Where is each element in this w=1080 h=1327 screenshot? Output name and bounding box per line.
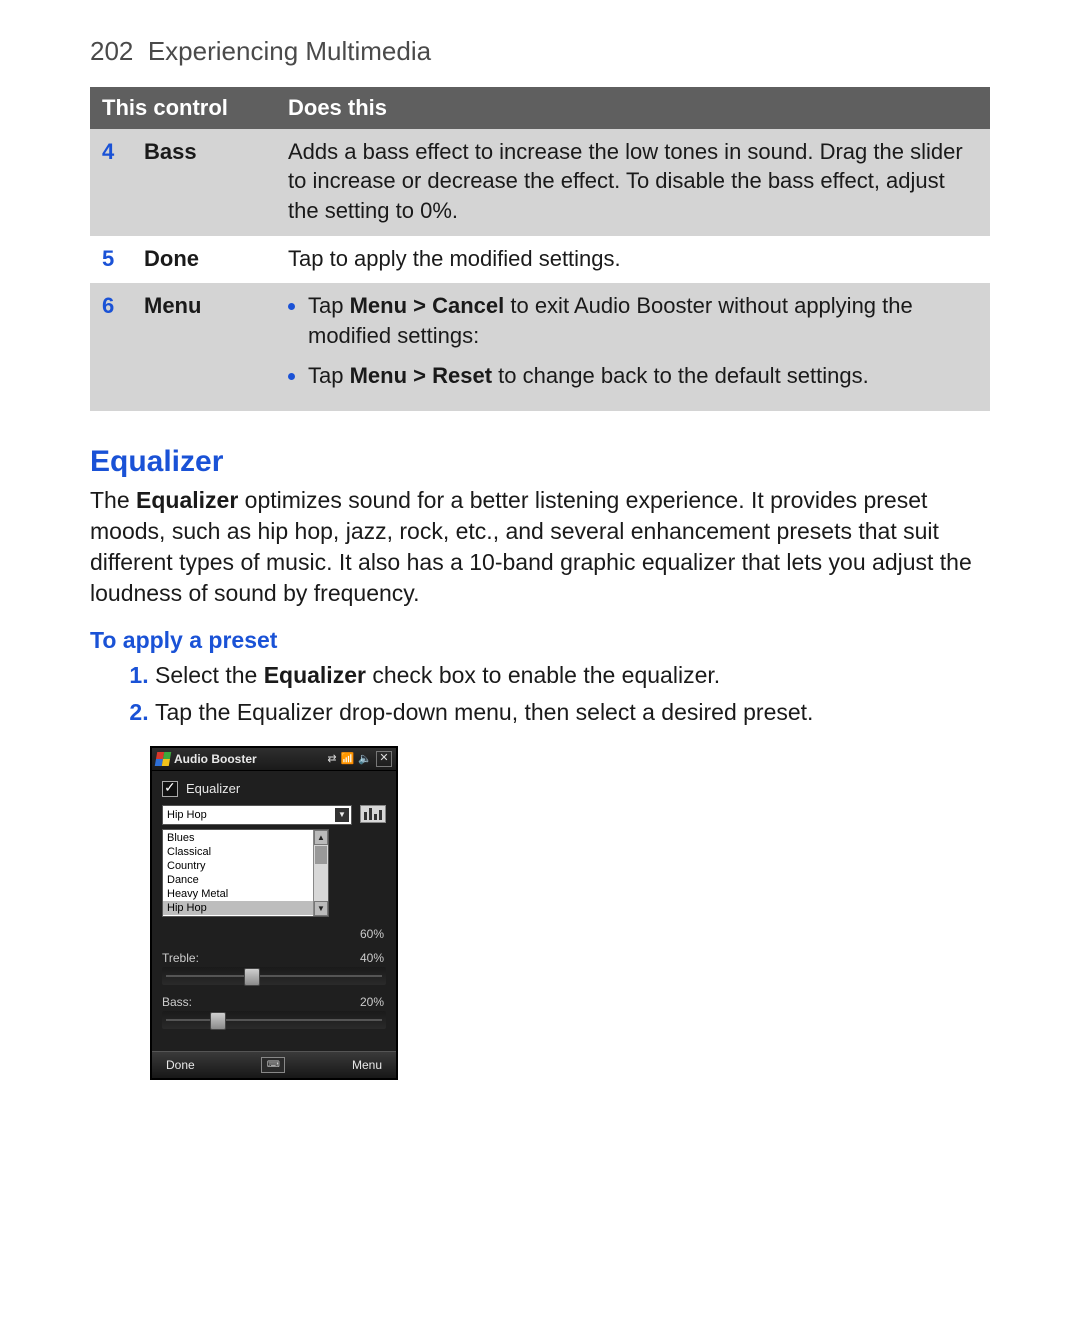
preset-list-item[interactable]: Hip Hop (163, 901, 328, 915)
control-description: Adds a bass effect to increase the low t… (276, 129, 990, 236)
scroll-down-button[interactable]: ▼ (314, 901, 328, 916)
preset-list-item[interactable]: Blues (163, 831, 328, 845)
controls-table: This control Does this 4BassAdds a bass … (90, 87, 990, 411)
row-number: 4 (90, 129, 132, 236)
control-name: Done (132, 236, 276, 284)
preset-listbox[interactable]: BluesClassicalCountryDanceHeavy MetalHip… (162, 829, 329, 917)
treble-slider-thumb[interactable] (244, 968, 260, 986)
bass-slider[interactable] (162, 1011, 386, 1029)
col-does-this: Does this (276, 87, 990, 129)
equalizer-bands-button[interactable] (360, 805, 386, 823)
treble-slider[interactable] (162, 967, 386, 985)
step-item: Select the Equalizer check box to enable… (155, 660, 990, 691)
step-item: Tap the Equalizer drop-down menu, then s… (155, 697, 990, 728)
bass-value: 20% (360, 995, 384, 1009)
col-this-control: This control (90, 87, 276, 129)
close-button[interactable]: ✕ (376, 751, 392, 767)
manual-page: 202 Experiencing Multimedia This control… (0, 0, 1080, 1327)
table-row: 6Menu Tap Menu > Cancel to exit Audio Boo… (90, 283, 990, 410)
chapter-title: Experiencing Multimedia (148, 36, 431, 66)
slider1-value: 60% (360, 927, 384, 941)
audio-booster-screenshot: Audio Booster ⇄ 📶 🔈 ✕ Equalizer Hip Hop … (150, 746, 398, 1080)
app-title: Audio Booster (174, 752, 327, 766)
softkey-menu[interactable]: Menu (352, 1058, 382, 1072)
equalizer-description: The Equalizer optimizes sound for a bett… (90, 485, 990, 609)
row-number: 5 (90, 236, 132, 284)
keyboard-icon[interactable]: ⌨ (261, 1057, 285, 1073)
softkey-done[interactable]: Done (166, 1058, 195, 1072)
volume-icon: 🔈 (358, 752, 372, 765)
control-description: Tap to apply the modified settings. (276, 236, 990, 284)
bass-label: Bass: (162, 995, 192, 1009)
preset-list-item[interactable]: Dance (163, 873, 328, 887)
chevron-down-icon: ▼ (335, 808, 349, 822)
preset-list-item[interactable]: Heavy Metal (163, 887, 328, 901)
treble-label: Treble: (162, 951, 199, 965)
scroll-up-button[interactable]: ▲ (314, 830, 328, 845)
table-row: 4BassAdds a bass effect to increase the … (90, 129, 990, 236)
apply-preset-steps: Select the Equalizer check box to enable… (90, 660, 990, 728)
treble-value: 40% (360, 951, 384, 965)
page-header: 202 Experiencing Multimedia (90, 36, 990, 67)
control-name: Bass (132, 129, 276, 236)
windows-logo-icon (155, 752, 171, 766)
signal-icon: 📶 (341, 752, 355, 765)
equalizer-checkbox[interactable] (162, 781, 178, 797)
preset-combobox-value: Hip Hop (167, 809, 207, 821)
scroll-thumb[interactable] (315, 846, 327, 864)
listbox-scrollbar[interactable]: ▲ ▼ (313, 830, 328, 916)
bass-slider-thumb[interactable] (210, 1012, 226, 1030)
preset-list-item[interactable]: Country (163, 859, 328, 873)
softkey-bar: Done ⌨ Menu (152, 1051, 396, 1078)
preset-combobox[interactable]: Hip Hop ▼ (162, 805, 352, 825)
control-description: Tap Menu > Cancel to exit Audio Booster … (276, 283, 990, 410)
preset-list-item[interactable]: Classical (163, 845, 328, 859)
page-number: 202 (90, 36, 133, 66)
status-tray: ⇄ 📶 🔈 ✕ (327, 751, 392, 767)
description-bullet: Tap Menu > Cancel to exit Audio Booster … (308, 291, 978, 350)
control-name: Menu (132, 283, 276, 410)
row-number: 6 (90, 283, 132, 410)
description-bullet: Tap Menu > Reset to change back to the d… (308, 361, 978, 391)
table-row: 5DoneTap to apply the modified settings. (90, 236, 990, 284)
section-heading-equalizer: Equalizer (90, 445, 990, 479)
connectivity-icon: ⇄ (327, 752, 336, 765)
equalizer-checkbox-label: Equalizer (186, 781, 240, 796)
phone-titlebar: Audio Booster ⇄ 📶 🔈 ✕ (152, 748, 396, 771)
subheading-apply-preset: To apply a preset (90, 627, 990, 654)
